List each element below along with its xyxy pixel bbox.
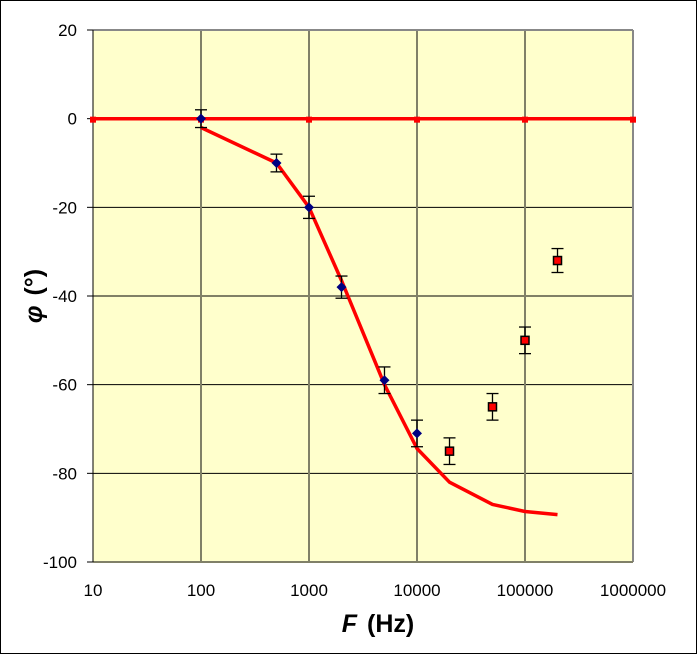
line-marker <box>414 116 420 123</box>
diamond-marker <box>412 428 422 439</box>
theory-curve <box>200 125 558 517</box>
line-marker <box>522 116 528 123</box>
y-tick-label: -80 <box>52 464 77 483</box>
series-line <box>200 125 558 517</box>
y-tick-label: -40 <box>52 287 77 306</box>
diamond-marker <box>196 113 206 124</box>
measured-high-frequency <box>443 247 564 466</box>
line-marker <box>90 116 96 123</box>
x-tick-label: 1000 <box>290 581 328 600</box>
x-tick-label: 10 <box>84 581 103 600</box>
diamond-marker <box>379 375 390 386</box>
y-tick-label: 0 <box>68 110 77 129</box>
square-marker <box>520 335 530 346</box>
y-axis-tick-labels: 20 0 -20 -40 -60 -80 -100 <box>43 21 77 572</box>
y-tick-label: -20 <box>52 198 77 217</box>
y-tick-label: -100 <box>43 553 77 572</box>
x-tick-label: 100 <box>187 581 215 600</box>
data-series <box>90 109 636 517</box>
y-tick-label: -60 <box>52 376 77 395</box>
x-axis-title: F (Hz) <box>342 610 415 638</box>
x-tick-label: 100000 <box>497 581 554 600</box>
line-marker <box>630 116 636 123</box>
square-marker <box>444 446 455 456</box>
diamond-marker <box>336 282 347 293</box>
y-axis-title: φ(°) <box>20 269 48 323</box>
measured-low-frequency <box>195 109 423 448</box>
diamond-marker <box>304 202 314 213</box>
x-axis-tick-labels: 10 100 1000 10000 100000 1000000 <box>84 581 667 600</box>
square-marker <box>552 255 563 266</box>
diamond-marker <box>271 158 282 168</box>
x-tick-label: 1000000 <box>600 581 666 600</box>
line-marker <box>306 116 312 123</box>
y-tick-label: 20 <box>58 21 77 40</box>
x-tick-label: 10000 <box>393 581 440 600</box>
square-marker <box>487 402 498 412</box>
